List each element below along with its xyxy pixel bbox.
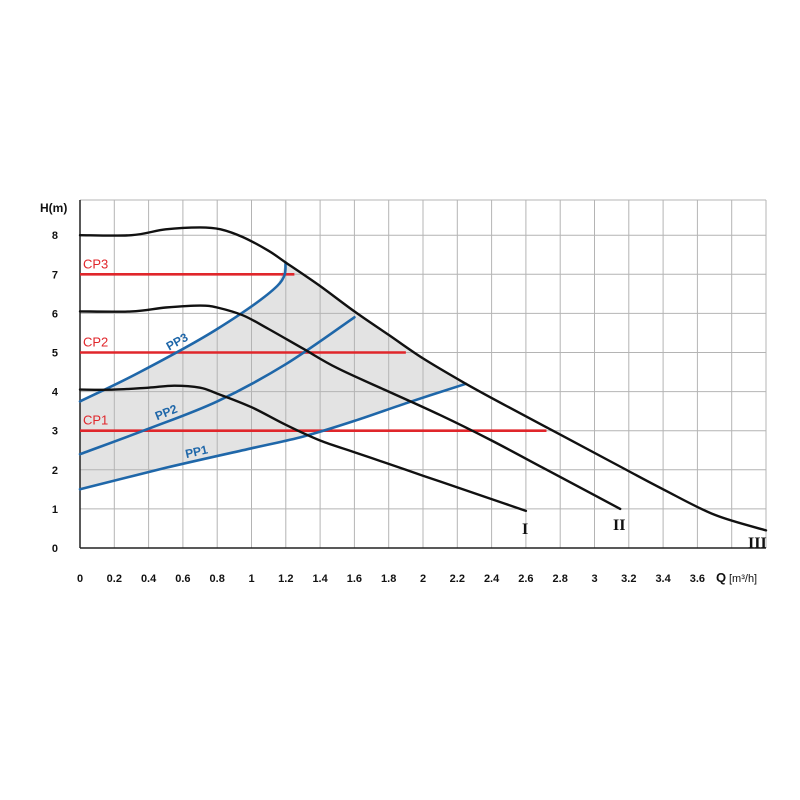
y-tick-label: 5 (52, 347, 58, 359)
y-tick-label: 6 (52, 308, 58, 320)
y-axis-title: H(m) (40, 201, 67, 215)
grid (80, 199, 767, 548)
constant-pressure-lines (80, 272, 547, 432)
x-tick-label: 1 (248, 573, 254, 585)
x-tick-label: 2.6 (518, 573, 533, 585)
x-tick-label: 3.4 (655, 573, 671, 585)
x-tick-label: 2.4 (484, 573, 500, 585)
speed-curve-label-i: I (522, 521, 528, 538)
x-tick-label: 1.8 (381, 573, 396, 585)
speed-curve-label-iii: III (748, 535, 767, 552)
proportional-pressure-lines (78, 261, 468, 491)
x-tick-label: 2 (420, 573, 426, 585)
operating-area-fill (80, 262, 466, 490)
x-tick-label: 0.2 (107, 573, 122, 585)
y-tick-label: 2 (52, 465, 58, 477)
speed-curve-i (78, 384, 528, 513)
proportional-pressure-line-pp1 (78, 382, 468, 491)
y-tick-label: 1 (52, 504, 58, 516)
speed-curve-ii (78, 304, 622, 511)
constant-pressure-label-cp1: CP1 (83, 413, 108, 428)
x-tick-label: 3.6 (690, 573, 705, 585)
speed-curves (78, 226, 768, 532)
proportional-pressure-label-pp1: PP1 (184, 442, 210, 461)
x-tick-label: 2.8 (553, 573, 568, 585)
y-tick-label: 4 (52, 387, 59, 399)
operating-area (80, 262, 466, 490)
x-tick-label: 0.4 (141, 573, 157, 585)
x-tick-label: 1.6 (347, 573, 362, 585)
proportional-pressure-line-pp3 (78, 261, 288, 403)
proportional-pressure-line-pp2 (78, 316, 356, 456)
tick-labels: 0 0.2 0.4 0.6 0.8 1 1.2 1.4 1.6 1.8 2 2.2 2.4 2.6 2.8 3… (52, 230, 705, 585)
speed-curve-label-ii: II (613, 517, 625, 534)
x-axis-title: Q (716, 570, 726, 585)
constant-pressure-label-cp2: CP2 (83, 334, 108, 349)
x-tick-label: 3.2 (621, 573, 636, 585)
y-tick-label: 3 (52, 426, 58, 438)
x-tick-label: 1.2 (278, 573, 293, 585)
speed-curve-iii (78, 226, 768, 532)
x-tick-label: 1.4 (312, 573, 328, 585)
x-tick-label: 0.8 (210, 573, 225, 585)
x-tick-label: 0.6 (175, 573, 190, 585)
x-tick-label: 2.2 (450, 573, 465, 585)
x-axis-unit: [m³/h] (729, 573, 757, 585)
y-tick-label: 7 (52, 269, 58, 281)
x-tick-label: 0 (77, 573, 83, 585)
y-tick-label: 0 (52, 543, 58, 555)
constant-pressure-label-cp3: CP3 (83, 256, 108, 271)
y-tick-label: 8 (52, 230, 58, 242)
x-tick-label: 3 (591, 573, 597, 585)
